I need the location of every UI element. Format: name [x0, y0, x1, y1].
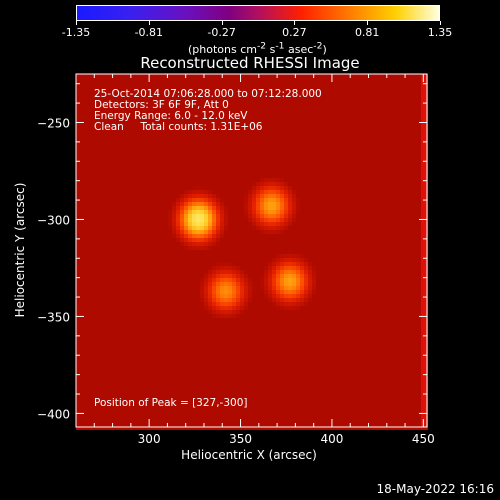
timestamp: 18-May-2022 16:16	[376, 482, 494, 496]
x-tick-label: 300	[138, 432, 161, 446]
colorbar-tick-mark	[440, 21, 441, 25]
colorbar-tick-label: 0.27	[282, 26, 307, 39]
colorbar-unit-label: (photons cm-2 s-1 asec-2)	[188, 40, 327, 56]
colorbar-tick-label: -1.35	[61, 26, 91, 39]
colorbar-tick-mark	[294, 21, 296, 25]
x-tick-label: 450	[412, 432, 435, 446]
colorbar-tick-label: 0.81	[354, 26, 380, 39]
plot-frame	[75, 73, 428, 428]
annotation-peak-position: Position of Peak = [327,-300]	[94, 397, 248, 409]
x-axis-label: Heliocentric X (arcsec)	[181, 448, 317, 462]
x-tick-label: 400	[320, 432, 343, 446]
colorbar-tick-label: 1.35	[427, 26, 453, 39]
chart-title: Reconstructed RHESSI Image	[140, 54, 360, 72]
annotation-energy: Energy Range: 6.0 - 12.0 keV	[94, 110, 248, 122]
colorbar	[76, 5, 440, 21]
colorbar-tick-label: -0.27	[207, 26, 236, 39]
colorbar-tick-label: -0.81	[134, 26, 164, 39]
annotation-date-range: 25-Oct-2014 07:06:28.000 to 07:12:28.000	[94, 88, 322, 100]
colorbar-gradient	[77, 6, 439, 20]
y-tick-label: −250	[37, 116, 70, 130]
y-tick-label: −350	[37, 310, 70, 324]
y-tick-label: −300	[37, 213, 70, 227]
annotation-detectors: Detectors: 3F 6F 9F, Att 0	[94, 99, 229, 111]
y-tick-label: −400	[37, 407, 70, 421]
colorbar-tick-mark	[221, 21, 223, 25]
annotation-clean: Clean Total counts: 1.31E+06	[94, 121, 263, 133]
colorbar-tick-mark	[367, 21, 369, 25]
colorbar-tick-mark	[76, 21, 77, 25]
y-axis-label: Heliocentric Y (arcsec)	[13, 182, 27, 318]
colorbar-tick-mark	[148, 21, 150, 25]
x-tick-label: 350	[229, 432, 252, 446]
heatmap-cells	[76, 74, 428, 430]
plot-edge-strip	[421, 74, 427, 427]
